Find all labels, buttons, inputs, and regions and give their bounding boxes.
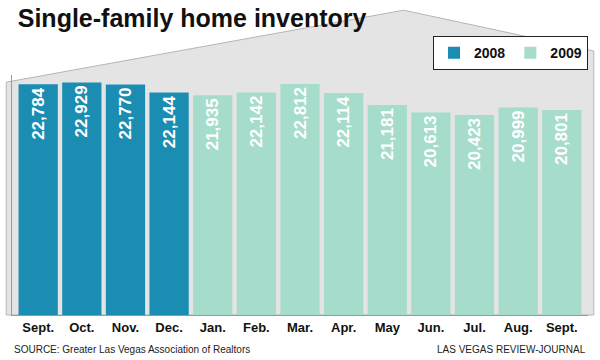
svg-text:Jul.: Jul. (463, 320, 485, 335)
svg-text:22,929: 22,929 (72, 85, 91, 137)
svg-text:Oct.: Oct. (69, 320, 94, 335)
svg-text:SOURCE: Greater Las Vegas Asso: SOURCE: Greater Las Vegas Association of… (14, 344, 250, 355)
svg-text:Single-family home inventory: Single-family home inventory (18, 4, 367, 32)
svg-text:20,801: 20,801 (552, 113, 571, 165)
svg-text:22,144: 22,144 (160, 96, 179, 149)
svg-text:Sept.: Sept. (546, 320, 578, 335)
svg-text:21,181: 21,181 (378, 108, 397, 160)
svg-text:22,142: 22,142 (247, 96, 266, 148)
svg-text:Feb.: Feb. (243, 320, 270, 335)
svg-text:Nov.: Nov. (112, 320, 139, 335)
svg-text:Jan.: Jan. (200, 320, 226, 335)
svg-text:22,784: 22,784 (29, 87, 48, 140)
svg-text:Jun.: Jun. (418, 320, 445, 335)
svg-text:Dec.: Dec. (155, 320, 182, 335)
svg-text:20,423: 20,423 (465, 118, 484, 170)
svg-text:2009: 2009 (550, 45, 581, 61)
svg-text:20,613: 20,613 (421, 115, 440, 167)
svg-text:Aug.: Aug. (504, 320, 533, 335)
svg-text:LAS VEGAS REVIEW-JOURNAL: LAS VEGAS REVIEW-JOURNAL (437, 344, 586, 355)
svg-text:22,770: 22,770 (116, 87, 135, 139)
svg-text:May: May (375, 320, 401, 335)
svg-text:Sept.: Sept. (22, 320, 54, 335)
svg-text:21,935: 21,935 (203, 98, 222, 150)
svg-text:22,114: 22,114 (334, 96, 353, 148)
svg-text:Mar.: Mar. (287, 320, 313, 335)
svg-text:22,812: 22,812 (291, 87, 310, 139)
svg-text:2008: 2008 (474, 45, 505, 61)
svg-text:Apr.: Apr. (331, 320, 356, 335)
svg-text:20,999: 20,999 (509, 110, 528, 162)
